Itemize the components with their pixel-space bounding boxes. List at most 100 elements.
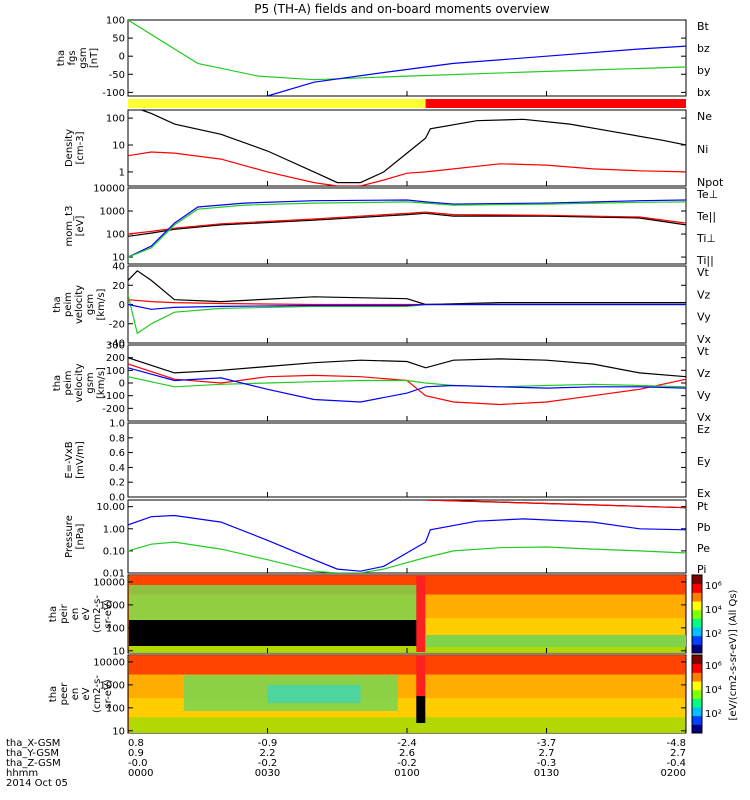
y-tick-label: 20 (112, 281, 125, 292)
y-tick-label: 0.4 (109, 463, 125, 474)
colorbar-step (692, 655, 702, 665)
y-axis-label: peer (59, 682, 70, 706)
colorbar-step (692, 681, 702, 691)
y-axis-label: en (70, 688, 81, 701)
legend-entry: bz (697, 42, 710, 55)
series-Vt-line (128, 357, 686, 378)
y-axis-label: [mV/m] (75, 441, 86, 479)
colorbar-tick-label: 10⁴ (705, 605, 722, 616)
y-axis-label: [cm-3] (75, 131, 86, 164)
y-tick-label: 1.0 (109, 419, 125, 430)
legend-entry: Ex (697, 487, 711, 500)
legend-entry: Ti|| (696, 254, 714, 267)
y-axis-label: fgs (67, 50, 78, 65)
heatmap-band (416, 695, 426, 723)
colorbar-step (692, 627, 702, 637)
y-tick-label: 10 (112, 141, 125, 152)
legend-entry: Pi (697, 563, 706, 576)
colorbar-step (692, 672, 702, 682)
series-Vt-line (128, 270, 686, 306)
legend-entry: bx (697, 86, 711, 99)
x-axis-row-label: tha_Y-GSM (6, 748, 59, 759)
y-axis-label: Pressure (64, 515, 75, 558)
series-Te-line (128, 211, 686, 235)
y-tick-label: 10.00 (96, 502, 125, 513)
heatmap-band (129, 655, 685, 675)
y-tick-label: -100 (102, 88, 125, 99)
y-tick-label: 10 (112, 726, 125, 737)
y-axis-label: eV (81, 687, 92, 700)
colorbar-step (692, 663, 702, 673)
x-axis-value: -0.3 (537, 758, 557, 769)
x-axis-value: -2.4 (397, 738, 417, 749)
colorbar-step (692, 644, 702, 654)
colorbar-step (692, 592, 702, 602)
legend-entry: Ne (697, 110, 712, 123)
x-axis-value: -4.8 (666, 738, 686, 749)
x-axis-row-label: hhmm (6, 768, 38, 779)
series-Vy-line (128, 376, 686, 388)
legend-entry: Te|| (696, 210, 716, 223)
x-axis-date: 2014 Oct 05 (6, 778, 68, 789)
y-tick-label: 1000 (100, 680, 125, 691)
y-tick-label: 300 (106, 341, 125, 352)
y-tick-label: 0 (119, 379, 125, 390)
y-tick-label: 0.2 (109, 478, 125, 489)
peir-panel (127, 574, 687, 654)
legend-entry: Vz (697, 367, 711, 380)
y-axis-label: peir (59, 603, 70, 623)
y-tick-label: 50 (112, 34, 125, 45)
peim-velocity-2-frame (127, 344, 687, 422)
y-tick-label: 0.0 (109, 493, 125, 504)
legend-entry: Pt (697, 500, 709, 513)
legend-entry: Te⊥ (696, 188, 718, 201)
series-Pb-line (425, 500, 686, 509)
colorbar-frame (691, 574, 703, 654)
x-axis-value: -0.2 (258, 758, 278, 769)
colorbar-step (692, 698, 702, 708)
y-tick-label: 100 (106, 230, 125, 241)
y-tick-label: 0.8 (109, 433, 125, 444)
y-axis-label: [nT] (89, 48, 100, 68)
y-tick-label: 1 (119, 167, 125, 178)
y-tick-label: 10000 (93, 184, 125, 195)
y-tick-label: 10000 (93, 577, 125, 588)
y-tick-label: 100 (106, 114, 125, 125)
y-tick-label: 100 (106, 623, 125, 634)
legend-entry: Vx (697, 411, 712, 424)
fgs-frame (127, 19, 687, 97)
heatmap-band (425, 635, 686, 647)
legend-entry: Vy (697, 311, 711, 324)
mode-bar-panel (128, 99, 686, 108)
colorbar-step (692, 575, 702, 585)
colorbar-step (692, 707, 702, 717)
colorbar-tick-label: 10² (705, 709, 722, 720)
mode-bar-segment (425, 99, 686, 108)
x-axis-value: 0100 (394, 768, 419, 779)
y-tick-label: 200 (106, 353, 125, 364)
y-axis-label: eV (81, 607, 92, 620)
y-tick-label: 100 (106, 366, 125, 377)
series-Pi-line (128, 514, 686, 572)
heatmap-band (416, 576, 426, 652)
y-axis-label: [eV] (75, 216, 86, 237)
x-axis-value: 0000 (128, 768, 153, 779)
y-axis-label: [nPa] (75, 523, 86, 549)
y-axis-label: (cm2-s- (92, 595, 103, 633)
y-axis-label: tha (52, 296, 63, 312)
y-axis-label: mom_t3 (64, 206, 75, 247)
y-axis-label: (cm2-s- (92, 675, 103, 713)
y-axis-label: peim (63, 370, 74, 395)
efield-frame (127, 422, 687, 498)
y-tick-label: 0.01 (103, 569, 125, 580)
y-axis-label: tha (56, 50, 67, 66)
y-axis-label: velocity (74, 363, 85, 402)
legend-entry: Vz (697, 288, 711, 301)
y-tick-label: 0 (119, 300, 125, 311)
colorbar-step (692, 689, 702, 699)
y-tick-label: 0 (119, 52, 125, 63)
density-frame (127, 109, 687, 187)
x-axis-value: 0130 (534, 768, 559, 779)
heatmap-band (267, 685, 361, 703)
series-Vx-line (128, 367, 686, 403)
